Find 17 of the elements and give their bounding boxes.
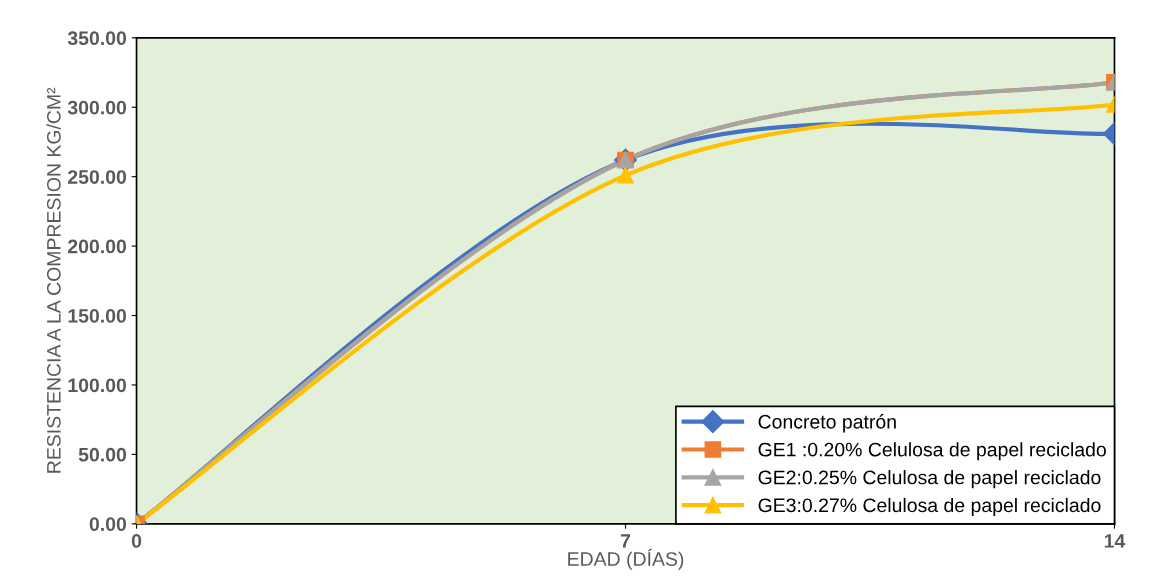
y-tick-label: 350.00 xyxy=(67,31,127,46)
x-tick-label: 14 xyxy=(1104,534,1126,548)
y-tick-label: 150.00 xyxy=(68,308,127,323)
y-tick-label: 300.00 xyxy=(67,100,127,115)
y-tick-label: 100.00 xyxy=(68,378,127,393)
y-tick-label: 50.00 xyxy=(78,447,127,462)
y-axis-title: RESISTENCIA A LA COMPRESION KG/CM² xyxy=(46,87,61,473)
y-tick-label: 250.00 xyxy=(68,170,127,184)
x-tick-label: 0 xyxy=(131,534,142,548)
legend-label: GE2:0.25% Celulosa de papel reciclado xyxy=(758,470,1101,489)
y-tick-label: 200.00 xyxy=(68,239,127,254)
y-tick-label: 0.00 xyxy=(89,517,127,532)
legend-label: GE1 :0.20% Celulosa de papel reciclado xyxy=(758,442,1106,461)
x-axis-title: EDAD (DÍAS) xyxy=(568,548,684,570)
legend-label: Concreto patrón xyxy=(758,414,896,433)
x-tick-label: 7 xyxy=(620,534,631,548)
legend-label: GE3:0.27% Celulosa de papel reciclado xyxy=(758,497,1101,517)
